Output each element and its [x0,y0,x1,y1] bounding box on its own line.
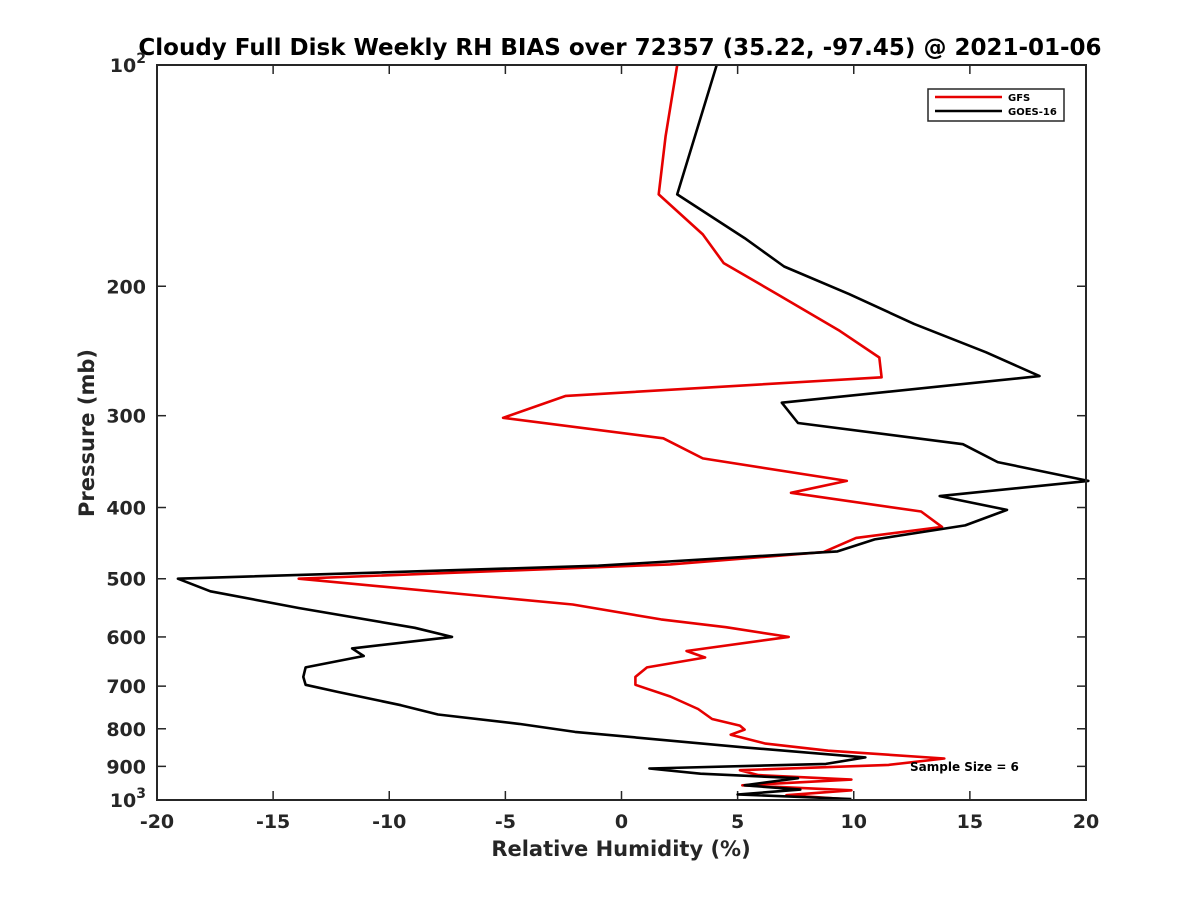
y-tick-label: 500 [106,569,146,591]
y-tick-label: 800 [106,719,146,741]
y-tick-label: 300 [106,406,146,428]
x-axis-ticks: -20 -15 -10 -5 0 5 10 15 20 [140,65,1099,833]
y-tick-label: 900 [106,756,146,778]
legend-box [927,88,1065,122]
x-tick-label: 20 [1073,811,1099,833]
sample-size-annotation: Sample Size = 6 [910,760,1019,774]
series-line-gfs [297,64,946,801]
x-tick-label: 15 [957,811,983,833]
y-tick-label: 200 [106,276,146,298]
y-tick-label: 103 [110,786,146,812]
y-tick-label: 700 [106,676,146,698]
legend-label-gfs: GFS [1008,93,1030,104]
series-line-goes16 [176,64,1090,801]
x-axis-label: Relative Humidity (%) [491,837,750,861]
legend-label-goes16: GOES-16 [1008,107,1057,118]
chart-title: Cloudy Full Disk Weekly RH BIAS over 723… [138,35,1101,61]
x-tick-label: 0 [615,811,628,833]
plot-area-frame [156,64,1087,801]
x-tick-label: 5 [731,811,744,833]
y-tick-label: 400 [106,498,146,520]
y-tick-label: 102 [110,51,146,77]
legend: GFS GOES-16 [927,88,1065,122]
x-tick-label: 10 [841,811,867,833]
y-tick-label: 600 [106,627,146,649]
x-tick-label: -15 [256,811,290,833]
y-axis-label: Pressure (mb) [75,349,99,517]
x-tick-label: -10 [372,811,406,833]
series-lines [176,64,1090,801]
x-tick-label: -20 [140,811,174,833]
y-axis-ticks: 102 200 300 400 500 600 700 800 900 103 [106,51,1086,812]
x-tick-label: -5 [495,811,516,833]
